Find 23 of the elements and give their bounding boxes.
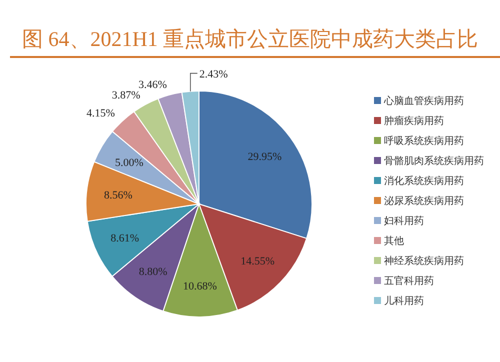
data-label: 3.87% (112, 89, 140, 102)
chart-title: 图 64、2021H1 重点城市公立医院中成药大类占比 (22, 27, 478, 51)
legend-label: 其他 (384, 235, 404, 247)
data-label: 10.68% (183, 280, 217, 292)
data-label: 2.43% (199, 68, 228, 80)
legend-label: 五官科用药 (384, 275, 434, 287)
legend-label: 神经系统疾病用药 (384, 255, 464, 267)
legend-label: 骨骼肌肉系统疾病用药 (384, 155, 484, 167)
legend-label: 妇科用药 (384, 215, 424, 227)
data-label: 4.15% (86, 107, 115, 120)
legend-label: 泌尿系统疾病用药 (384, 195, 464, 207)
data-label: 29.95% (248, 151, 282, 164)
legend-label: 呼吸系统疾病用药 (384, 135, 464, 147)
data-label: 5.00% (115, 157, 144, 170)
data-label: 14.55% (240, 255, 275, 268)
data-label: 3.46% (138, 78, 167, 91)
legend-label: 肿瘤疾病用药 (384, 115, 444, 127)
legend-label: 消化系统疾病用药 (384, 175, 464, 187)
data-label: 8.56% (104, 190, 132, 202)
legend-label: 儿科用药 (384, 295, 424, 307)
legend-label: 心脑血管疾病用药 (383, 95, 464, 107)
data-label: 8.80% (138, 266, 168, 278)
data-label: 8.61% (110, 232, 140, 245)
